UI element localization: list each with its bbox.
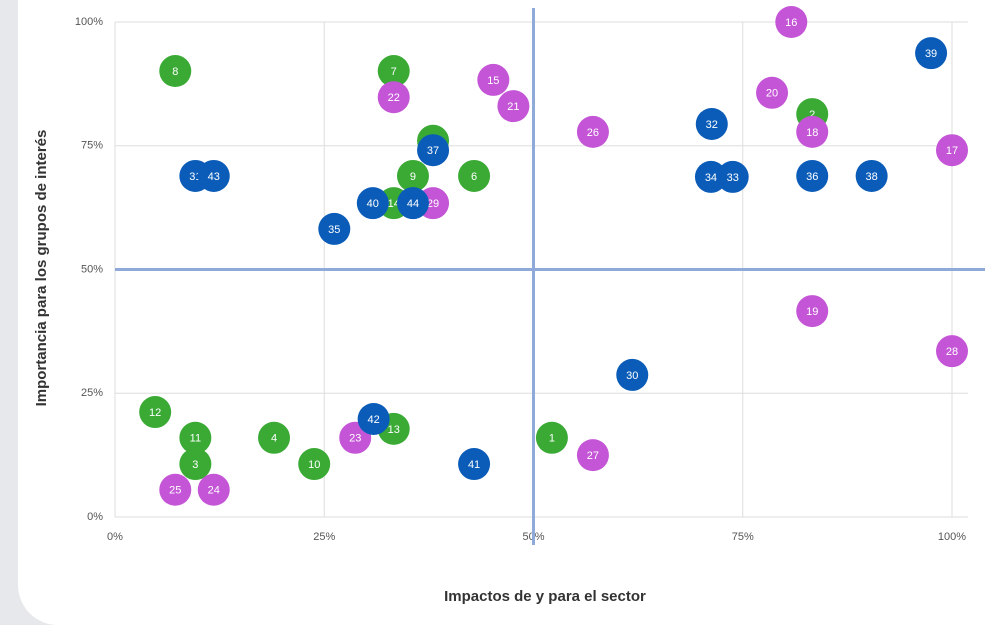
- point: [197, 159, 230, 192]
- y-tick-label: 25%: [81, 387, 103, 399]
- point: [497, 90, 530, 123]
- point-label: 32: [706, 119, 718, 131]
- point: [796, 115, 829, 148]
- y-tick-label: 100%: [75, 16, 103, 28]
- point-label: 39: [925, 48, 937, 60]
- point-label: 14: [388, 198, 400, 210]
- point-label: 24: [208, 485, 220, 497]
- point-label: 28: [946, 346, 958, 358]
- point-label: 43: [208, 171, 220, 183]
- point: [139, 396, 172, 429]
- point: [775, 6, 808, 38]
- point-label: 40: [367, 198, 379, 210]
- point: [477, 63, 510, 96]
- point-label: 22: [388, 92, 400, 104]
- point: [936, 335, 968, 368]
- point-label: 13: [388, 424, 400, 436]
- point-label: 16: [785, 17, 797, 29]
- point-label: 33: [727, 172, 739, 184]
- point: [535, 421, 568, 454]
- x-tick-label: 75%: [732, 531, 754, 543]
- point: [159, 473, 192, 506]
- point: [576, 439, 609, 472]
- point: [356, 187, 389, 220]
- point-label: 15: [487, 75, 499, 87]
- point-label: 26: [587, 127, 599, 139]
- point: [936, 134, 968, 167]
- point: [796, 295, 829, 328]
- point: [695, 107, 728, 140]
- point: [796, 159, 829, 192]
- point-label: 41: [468, 459, 480, 471]
- y-tick-label: 75%: [81, 140, 103, 152]
- point-label: 25: [169, 485, 181, 497]
- point-label: 34: [705, 172, 717, 184]
- x-axis-title: Impactos de y para el sector: [444, 588, 646, 605]
- x-tick-label: 25%: [313, 531, 335, 543]
- point-label: 18: [806, 127, 818, 139]
- point: [458, 448, 491, 481]
- point: [915, 37, 948, 70]
- point: [179, 421, 212, 454]
- point: [159, 55, 192, 88]
- point: [377, 55, 410, 88]
- point-label: 23: [349, 433, 361, 445]
- point-label: 11: [190, 433, 201, 445]
- point-label: 27: [587, 450, 599, 462]
- x-tick-label: 100%: [938, 531, 966, 543]
- point-label: 21: [507, 101, 519, 113]
- point-label: 4: [271, 433, 277, 445]
- point-label: 38: [866, 171, 878, 183]
- point: [855, 159, 888, 192]
- point: [756, 76, 789, 109]
- point-label: 8: [172, 66, 178, 78]
- point-label: 35: [328, 224, 340, 236]
- point: [694, 160, 727, 193]
- point-label: 44: [407, 198, 419, 210]
- point-label: 17: [946, 145, 958, 157]
- y-tick-label: 0%: [87, 511, 103, 523]
- point: [417, 134, 450, 167]
- point: [458, 159, 491, 192]
- point: [318, 212, 351, 245]
- point: [258, 421, 291, 454]
- point: [197, 473, 230, 506]
- point-label: 1: [549, 433, 555, 445]
- point: [179, 448, 212, 481]
- point-label: 42: [368, 414, 380, 426]
- y-tick-label: 50%: [81, 263, 103, 275]
- point: [616, 358, 649, 391]
- point-label: 12: [149, 407, 161, 419]
- point: [377, 81, 410, 114]
- point-label: 6: [471, 171, 477, 183]
- point: [576, 115, 609, 148]
- point-label: 36: [806, 171, 818, 183]
- point-label: 10: [308, 459, 320, 471]
- point-label: 19: [806, 306, 818, 318]
- point-label: 29: [427, 198, 439, 210]
- point: [298, 448, 331, 481]
- point-label: 7: [391, 66, 397, 78]
- point-label: 3: [192, 459, 198, 471]
- point-label: 9: [410, 171, 416, 183]
- point-label: 20: [766, 88, 778, 100]
- point-label: 37: [427, 145, 439, 157]
- point: [396, 187, 429, 220]
- x-tick-label: 0%: [107, 531, 123, 543]
- y-axis-title: Importancia para los grupos de interés: [33, 130, 50, 407]
- point-label: 30: [626, 370, 638, 382]
- point-label: 2: [809, 109, 815, 121]
- point: [396, 159, 429, 192]
- point: [357, 402, 390, 435]
